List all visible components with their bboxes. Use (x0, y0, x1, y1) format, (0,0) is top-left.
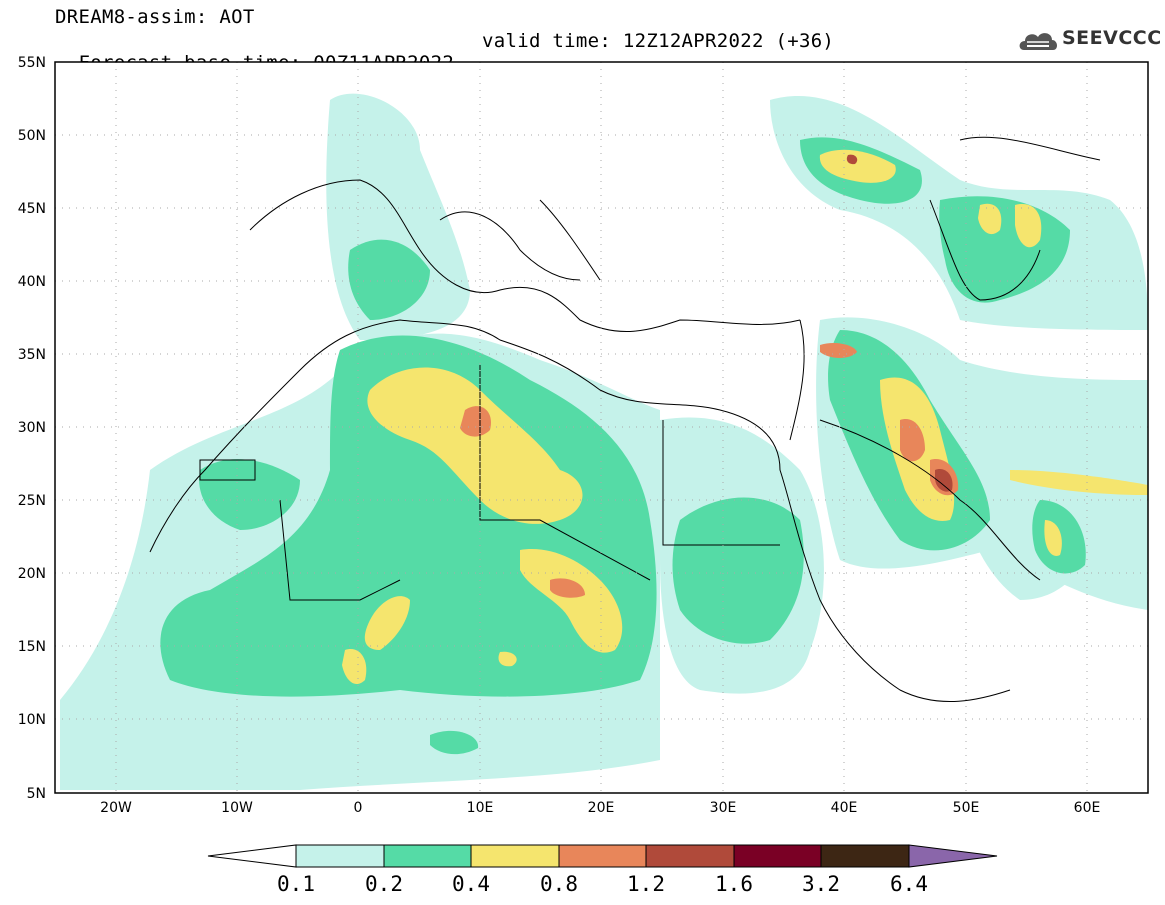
colorbar-label: 6.4 (890, 872, 928, 896)
colorbar-arrow-high (908, 844, 998, 868)
lat-label: 10N (18, 712, 46, 728)
lon-label: 20W (100, 800, 132, 816)
lon-label: 50E (953, 800, 980, 816)
lat-label: 15N (18, 639, 46, 655)
lon-label: 40E (831, 800, 858, 816)
lon-label: 30E (710, 800, 737, 816)
colorbar-segment (645, 844, 735, 868)
lon-labels: 20W 10W 0 10E 20E 30E 40E 50E 60E (100, 800, 1100, 816)
colorbar-label: 1.2 (627, 872, 665, 896)
colorbar-label: 1.6 (715, 872, 753, 896)
colorbar: 0.1 0.2 0.4 0.8 1.2 1.6 3.2 6.4 (207, 844, 998, 896)
valid-time: valid time: 12Z12APR2022 (+36) (482, 30, 835, 52)
logo-text: SEEVCCC (1062, 27, 1162, 49)
lat-label: 55N (18, 55, 46, 71)
lon-label: 20E (588, 800, 615, 816)
lat-label: 50N (18, 128, 46, 144)
lon-label: 10W (221, 800, 253, 816)
colorbar-label: 0.4 (452, 872, 490, 896)
colorbar-segment (733, 844, 822, 868)
aot-field (60, 93, 1148, 790)
lat-label: 35N (18, 347, 46, 363)
map-frame (54, 61, 1149, 794)
lon-label: 10E (467, 800, 494, 816)
lat-label: 5N (27, 786, 46, 802)
colorbar-label: 0.2 (365, 872, 403, 896)
cloud-logo-icon (1019, 33, 1058, 50)
colorbar-arrow-low (207, 844, 297, 868)
lat-label: 20N (18, 566, 46, 582)
lat-label: 45N (18, 201, 46, 217)
lon-label: 0 (354, 800, 363, 816)
lat-label: 40N (18, 274, 46, 290)
lat-label: 25N (18, 493, 46, 509)
colorbar-segment (295, 844, 385, 868)
colorbar-label: 0.1 (277, 872, 315, 896)
colorbar-segment (558, 844, 647, 868)
colorbar-segment (383, 844, 472, 868)
colorbar-label: 3.2 (802, 872, 840, 896)
map-title: DREAM8-assim: AOT (55, 6, 255, 28)
colorbar-segment (820, 844, 910, 868)
colorbar-label: 0.8 (540, 872, 578, 896)
colorbar-segment (470, 844, 560, 868)
lon-label: 60E (1074, 800, 1101, 816)
lat-label: 30N (18, 420, 46, 436)
gridlines (55, 62, 1148, 793)
coastlines (149, 136, 1101, 702)
lat-labels: 55N 50N 45N 40N 35N 30N 25N 20N 15N 10N … (18, 55, 46, 802)
